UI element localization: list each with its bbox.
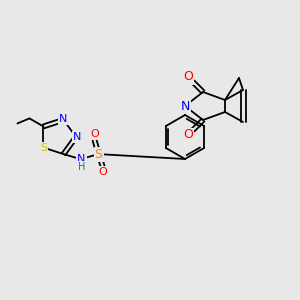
Text: N: N bbox=[180, 100, 190, 112]
Text: O: O bbox=[98, 167, 107, 177]
Text: N: N bbox=[77, 154, 86, 164]
Text: S: S bbox=[94, 148, 103, 160]
Text: O: O bbox=[183, 128, 193, 142]
Text: N: N bbox=[59, 114, 68, 124]
Text: H: H bbox=[78, 162, 85, 172]
Text: O: O bbox=[183, 70, 193, 83]
Text: O: O bbox=[90, 129, 99, 139]
Text: S: S bbox=[40, 142, 47, 153]
Text: N: N bbox=[73, 132, 81, 142]
